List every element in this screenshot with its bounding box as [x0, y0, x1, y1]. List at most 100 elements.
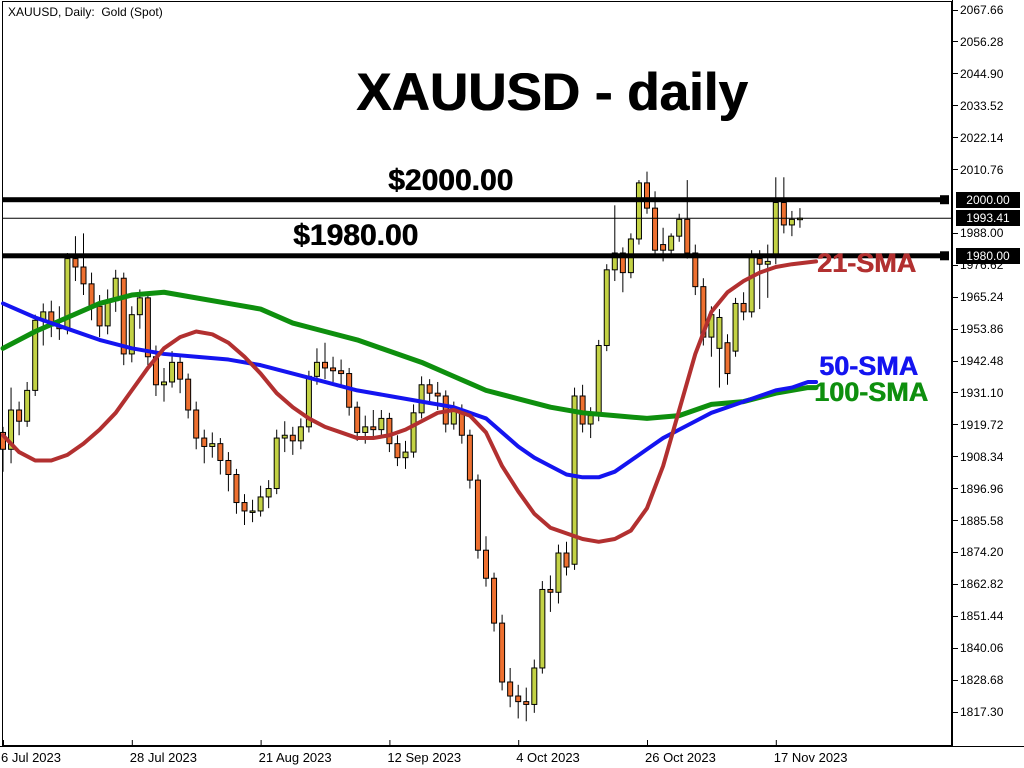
bear-candle — [394, 443, 401, 459]
bull-candle — [136, 297, 143, 316]
bear-candle — [289, 434, 296, 442]
support-1980-label: $1980.00 — [293, 219, 419, 252]
date-label: 17 Nov 2023 — [773, 750, 848, 765]
date-label: 26 Oct 2023 — [645, 750, 716, 765]
price-label: 1817.30 — [960, 705, 1004, 719]
price-label: 1908.34 — [960, 449, 1004, 464]
bear-candle — [483, 549, 489, 579]
bear-candle — [185, 378, 192, 411]
price-tick — [952, 424, 958, 426]
bear-candle — [474, 479, 481, 551]
bear-candle — [322, 361, 328, 369]
price-tick — [952, 328, 958, 330]
time-scale[interactable]: 6 Jul 2023 28 Jul 2023 21 Aug 2023 12 Sep 2… — [0, 746, 1024, 768]
price-tick — [952, 583, 958, 585]
bull-candle — [273, 437, 280, 490]
bull-candle — [169, 361, 176, 383]
price-tick — [952, 137, 958, 139]
bull-candle — [587, 415, 594, 425]
bull-candle — [128, 314, 135, 355]
bear-candle — [354, 406, 361, 433]
bull-candle — [24, 389, 31, 422]
bear-candle — [144, 297, 151, 358]
bull-candle — [539, 588, 546, 669]
price-label: 1988.00 — [960, 226, 1004, 241]
bull-candle — [611, 252, 618, 271]
bear-candle — [652, 207, 659, 251]
bull-candle — [402, 451, 409, 459]
bear-candle — [338, 370, 345, 375]
bear-candle — [201, 437, 208, 447]
bear-candle — [692, 252, 699, 288]
price-tick — [952, 73, 958, 75]
bull-candle — [104, 300, 111, 327]
bear-candle — [515, 695, 522, 703]
bull-candle — [668, 235, 675, 251]
bear-candle — [434, 392, 441, 397]
bull-candle — [265, 488, 272, 498]
price-scale[interactable]: 2067.66 2056.28 2044.90 2033.52 2022.14 2010.… — [952, 0, 1024, 746]
price-label: 1931.10 — [960, 385, 1004, 400]
100-sma-line[interactable] — [0, 289, 819, 421]
bull-candle — [603, 269, 610, 347]
bear-candle — [547, 588, 554, 593]
price-tick — [952, 392, 958, 394]
50-sma-line[interactable] — [1, 301, 819, 480]
bull-candle — [209, 443, 216, 447]
price-label: 2033.52 — [960, 98, 1004, 113]
bull-candle — [716, 316, 723, 349]
bear-candle — [72, 258, 79, 268]
price-label: 1874.20 — [960, 545, 1004, 560]
level-line-handle[interactable] — [940, 251, 949, 261]
bear-candle — [619, 252, 626, 274]
price-label: 1885.58 — [960, 513, 1004, 528]
bull-candle — [676, 218, 683, 237]
bull-candle — [531, 667, 538, 705]
price-label: 1953.86 — [960, 322, 1004, 337]
bear-candle — [233, 474, 240, 504]
bull-candle — [32, 319, 39, 391]
price-tick — [952, 9, 958, 11]
symbol-label: XAUUSD, Daily: Gold (Spot) — [8, 5, 163, 19]
level-line-handle[interactable] — [940, 195, 949, 205]
bull-candle — [635, 182, 642, 240]
bear-candle — [386, 417, 393, 445]
price-tick — [952, 551, 958, 553]
bear-candle — [563, 552, 570, 568]
bear-candle — [684, 218, 691, 254]
price-tick — [952, 41, 958, 43]
chart-frame — [2, 1, 952, 746]
bull-candle — [362, 426, 369, 433]
price-label: 1942.48 — [960, 354, 1004, 368]
date-label: 4 Oct 2023 — [516, 750, 580, 765]
bear-candle — [660, 244, 667, 251]
bear-candle — [644, 182, 650, 209]
price-label: 2010.76 — [960, 162, 1004, 177]
date-label: 6 Jul 2023 — [1, 750, 61, 765]
bull-candle — [595, 345, 602, 414]
price-tick — [952, 679, 958, 681]
price-label: 1896.96 — [960, 481, 1004, 496]
level-line-2000[interactable] — [2, 197, 948, 203]
level-line-1980[interactable] — [2, 253, 948, 259]
sma21-label: 21-SMA — [817, 248, 917, 278]
bear-candle — [16, 409, 23, 422]
bear-candle — [193, 409, 200, 439]
bear-candle — [120, 277, 127, 355]
price-tick — [952, 169, 958, 171]
price-tick — [952, 105, 958, 107]
price-tick — [952, 711, 958, 713]
bear-candle — [241, 502, 248, 512]
bull-candle — [257, 496, 264, 512]
price-tick — [952, 232, 958, 234]
21-sma-line[interactable] — [1, 259, 819, 544]
price-badge-1993.41: 1993.41 — [956, 210, 1020, 227]
bear-candle — [330, 367, 337, 372]
price-label: 2056.28 — [960, 34, 1004, 49]
price-label: 1851.44 — [960, 609, 1004, 624]
bull-candle — [418, 384, 425, 414]
price-label: 1862.82 — [960, 577, 1004, 592]
bull-candle — [249, 510, 256, 513]
price-tick — [952, 264, 958, 266]
